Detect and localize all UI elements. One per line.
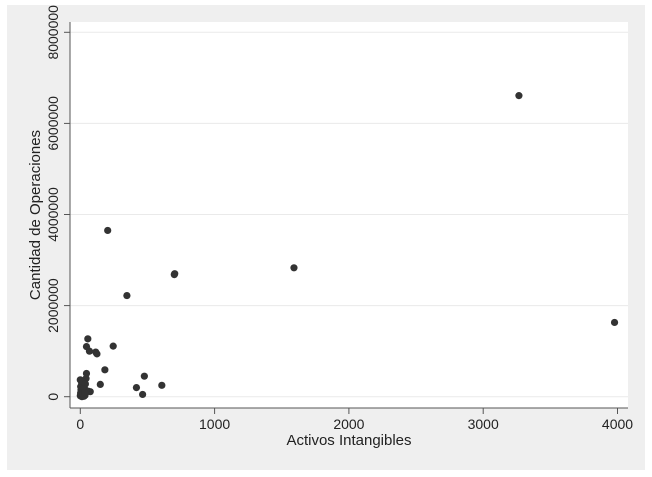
data-point [104,226,112,235]
data-point [101,366,109,374]
data-point [515,92,523,100]
data-point [81,389,89,397]
y-tick-label: 6000000 [45,96,61,151]
data-point [610,318,619,327]
x-tick-label: 3000 [468,416,499,432]
x-tick-label: 4000 [602,416,633,432]
data-point [290,264,298,272]
data-point [109,342,117,350]
data-point [85,347,94,355]
y-tick-label: 0 [45,393,61,401]
data-point [140,372,148,380]
x-axis-label: Activos Intangibles [286,432,411,449]
data-point [123,291,131,300]
data-point [84,335,92,343]
x-tick-label: 2000 [333,416,364,432]
x-tick-label: 1000 [199,416,230,432]
y-tick-label: 8000000 [45,5,61,60]
data-point [92,348,100,356]
data-point [158,381,166,389]
data-point [132,383,141,392]
data-point [139,390,147,399]
y-tick-label: 2000000 [45,278,61,333]
y-axis-label: Cantidad de Operaciones [27,130,44,300]
x-tick-label: 0 [76,416,84,432]
data-point [170,271,178,279]
data-point [96,380,104,389]
y-tick-label: 4000000 [45,187,61,242]
